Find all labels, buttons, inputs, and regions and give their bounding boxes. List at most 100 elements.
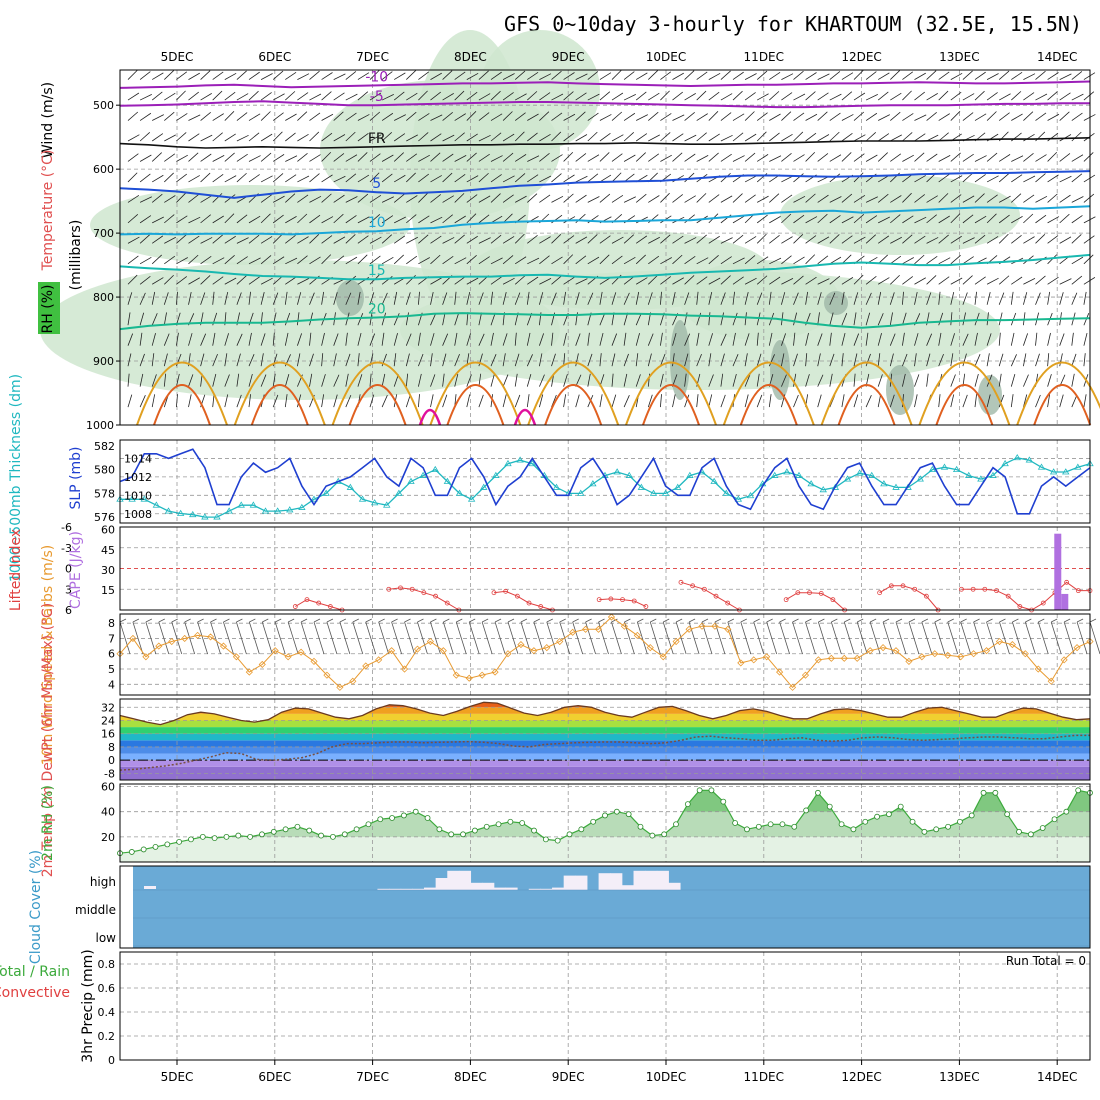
- wind-barb: [454, 173, 466, 183]
- wind-barb: [986, 111, 997, 121]
- wind-barb: [962, 195, 975, 203]
- wind-barb: [188, 216, 201, 224]
- wind-barb: [164, 153, 176, 162]
- wind-barb: [696, 394, 699, 408]
- wind-axis-label: Wind (m/s): [40, 82, 56, 158]
- wind-barb: [272, 154, 285, 162]
- wind-barb: [502, 374, 509, 387]
- run-total-label: Run Total = 0: [1006, 954, 1086, 968]
- wind-barb-flag: [1012, 618, 1019, 623]
- li-point: [982, 586, 988, 592]
- thickness-point: [868, 471, 876, 478]
- wind-barb: [926, 70, 937, 80]
- wind-barb: [974, 155, 987, 162]
- wind-barb-10m: [753, 621, 765, 655]
- wind-barb: [333, 153, 345, 162]
- wind-barb: [865, 234, 877, 244]
- isotherm-30: [544, 384, 603, 426]
- wind-barb-10m: [973, 621, 984, 655]
- wind-barb: [333, 353, 337, 367]
- wind-barb: [345, 196, 358, 203]
- wind-barb: [841, 152, 852, 162]
- wind-speed-point: [1060, 656, 1068, 664]
- wind-barb: [587, 154, 600, 162]
- wind-barb: [466, 213, 477, 224]
- wind-barb: [212, 257, 225, 265]
- wind-barb: [260, 374, 267, 387]
- wind-barb: [478, 153, 490, 162]
- wind-barb: [260, 111, 271, 121]
- li-point: [526, 600, 532, 606]
- wind-barb: [490, 276, 502, 285]
- wind-barb: [357, 152, 368, 162]
- wind-barb: [405, 353, 410, 367]
- wind-barb: [369, 394, 375, 408]
- thickness-point: [746, 491, 755, 499]
- wind-barb: [188, 175, 200, 183]
- wind-barb: [200, 333, 207, 346]
- wind-barb: [744, 194, 756, 203]
- wind-barb: [684, 195, 696, 203]
- wind-barb: [176, 154, 188, 162]
- thickness-point: [322, 489, 330, 496]
- wind-barb: [527, 235, 538, 244]
- wind-barb: [998, 292, 1005, 305]
- wind-barb: [986, 73, 999, 80]
- li-tick-label: 6: [65, 604, 72, 617]
- wind-barb: [466, 91, 478, 101]
- thickness-point: [213, 513, 221, 520]
- pressure-tick-label: 800: [93, 291, 114, 304]
- wind-speed-point: [853, 654, 861, 662]
- wind-barb-flag: [404, 618, 411, 623]
- rh-point: [199, 833, 206, 840]
- wind-barb: [248, 257, 261, 265]
- wind-barb: [127, 292, 133, 305]
- wind-barb: [732, 234, 744, 244]
- wind-barb: [635, 133, 648, 142]
- wind-barb: [914, 254, 925, 265]
- wind-barb: [829, 353, 835, 367]
- wind-barb: [769, 113, 781, 121]
- wind-barb: [490, 132, 502, 142]
- wind-speed-line: [119, 616, 1091, 689]
- wind-speed-point: [129, 634, 137, 643]
- wind-barb: [369, 134, 382, 142]
- li-point: [503, 588, 509, 594]
- wind-barb: [1035, 173, 1046, 183]
- rh-point: [637, 823, 644, 830]
- wind-barb: [164, 214, 175, 224]
- wind-barb: [1059, 292, 1064, 305]
- wind-barb: [272, 292, 279, 305]
- wind-barb-flag: [766, 618, 773, 623]
- wind-barb: [938, 234, 949, 244]
- wind-barb-10m: [688, 621, 700, 655]
- wind-barb: [672, 235, 684, 244]
- high-cloud-bar: [458, 870, 472, 890]
- wind-barb: [805, 216, 818, 224]
- wind-barb: [1035, 93, 1048, 101]
- wind-barb: [139, 275, 151, 285]
- day-label-bottom: 14DEC: [1037, 1070, 1077, 1084]
- wind-barb: [369, 255, 381, 265]
- wind-barb-10m: [843, 621, 855, 655]
- thickness-point: [831, 483, 840, 490]
- wind-barb: [938, 215, 950, 224]
- wind-barb: [357, 353, 360, 367]
- wind-barb: [611, 134, 624, 142]
- wind-barb: [405, 312, 409, 326]
- wind-speed-point: [478, 671, 486, 679]
- wind-barb: [962, 312, 966, 326]
- chart-title: GFS 0~10day 3-hourly for KHARTOUM (32.5E…: [504, 12, 1082, 36]
- wind-barb: [224, 194, 236, 203]
- wind-barb: [272, 131, 283, 142]
- wind-barb: [635, 333, 640, 346]
- wind-speed-point: [672, 637, 680, 646]
- li-point: [970, 586, 976, 592]
- wind-barb: [599, 291, 603, 305]
- wind-barb: [611, 255, 623, 265]
- wind-barb: [163, 312, 167, 326]
- wind-barb: [418, 132, 429, 142]
- wind-barb: [139, 312, 145, 326]
